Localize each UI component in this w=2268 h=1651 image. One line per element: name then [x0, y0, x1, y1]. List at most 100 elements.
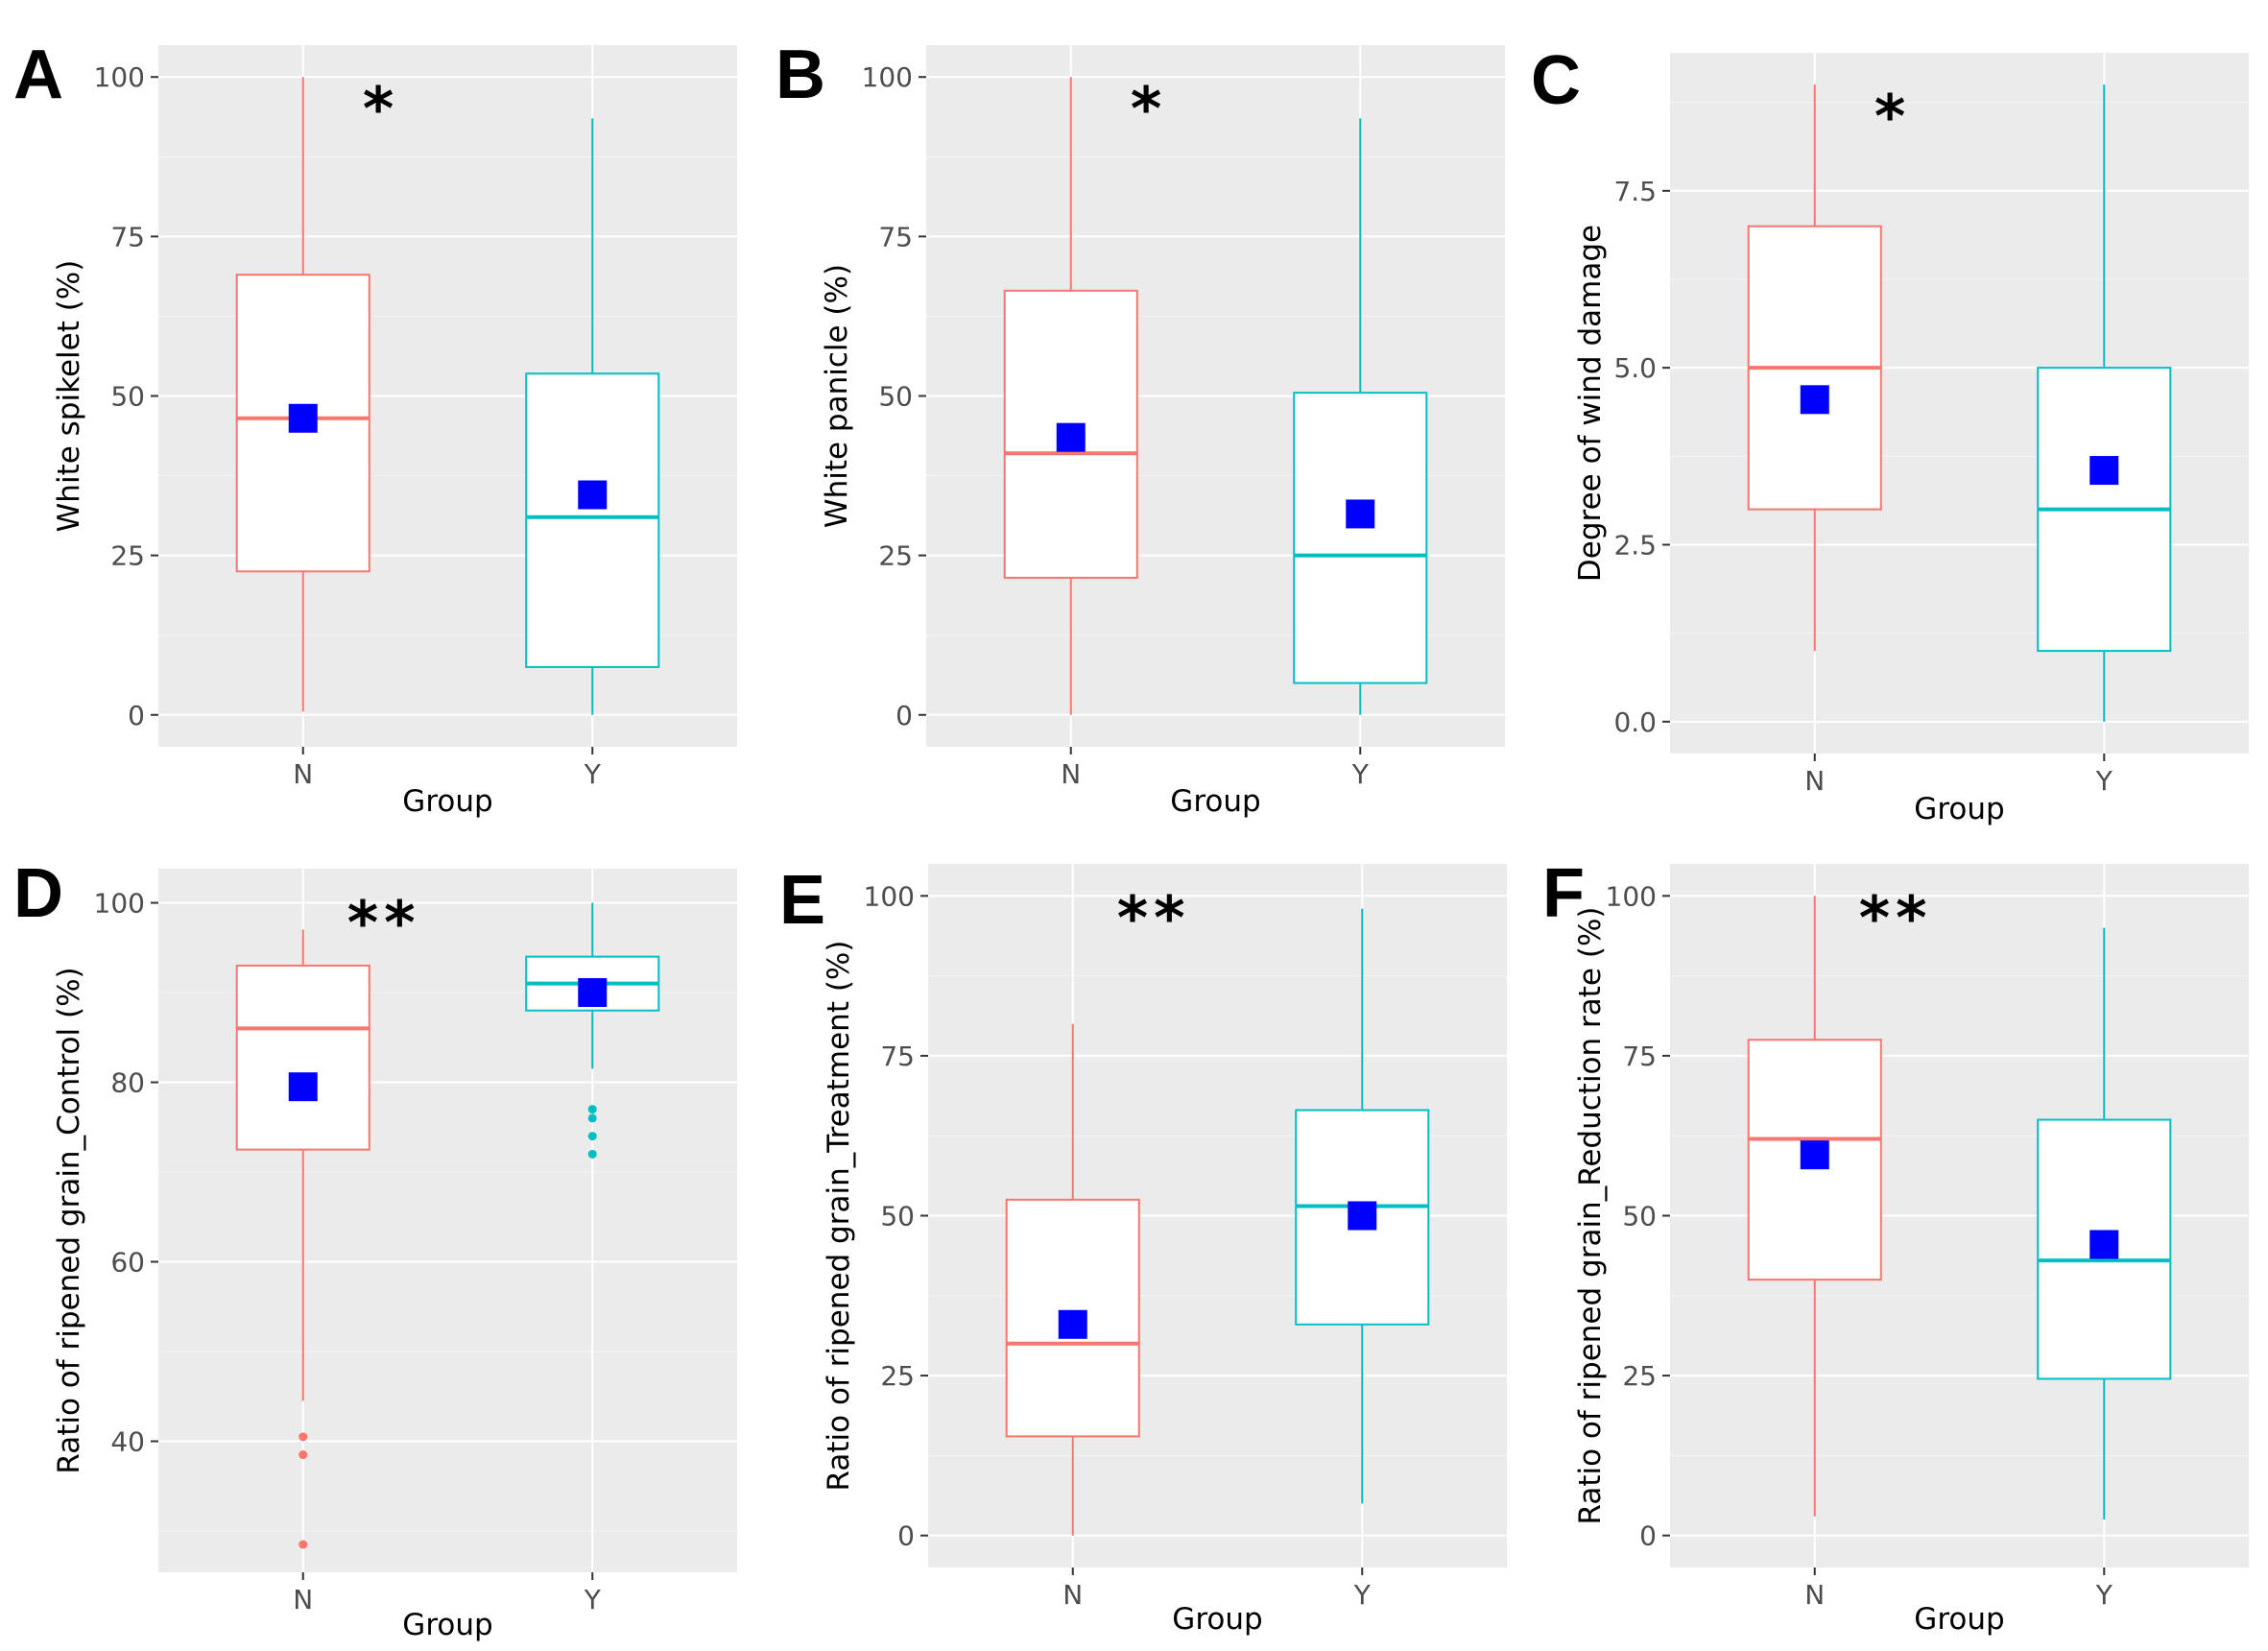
mean-marker: [1058, 1309, 1087, 1339]
mean-marker: [1346, 499, 1375, 529]
significance-stars: *: [1131, 74, 1167, 144]
y-tick-label: 0: [895, 700, 913, 731]
x-axis-title: Group: [1914, 1602, 2004, 1637]
outlier-point: [587, 1132, 597, 1141]
y-tick-label: 100: [94, 888, 145, 920]
box-n: [235, 929, 370, 1549]
panel-letter: C: [1531, 42, 1581, 119]
panel-letter: B: [776, 36, 825, 113]
x-tick-label: Y: [2095, 765, 2113, 797]
x-axis-title: Group: [1170, 784, 1260, 819]
x-tick-label: N: [293, 758, 313, 790]
y-tick-label: 50: [1622, 1201, 1657, 1232]
y-tick-label: 60: [110, 1247, 145, 1279]
mean-marker: [578, 978, 608, 1008]
x-tick-label: Y: [1353, 1579, 1372, 1611]
mean-marker: [1348, 1201, 1377, 1231]
panel-a: 0 25 50 75 100 N Y Group White spikelet (%) A *: [13, 36, 737, 819]
mean-marker: [578, 480, 608, 510]
iqr-box: [1293, 392, 1428, 684]
x-tick-label: Y: [584, 758, 602, 790]
box-n: [1005, 1023, 1140, 1536]
box-n: [1003, 77, 1138, 715]
iqr-box: [235, 964, 370, 1151]
mean-marker: [288, 1072, 318, 1102]
box-y: [2037, 84, 2172, 722]
y-axis-title: Ratio of ripened grain_Reduction rate (%…: [1573, 906, 1608, 1524]
y-tick-label: 0: [1639, 1520, 1657, 1552]
x-axis-title: Group: [402, 784, 492, 819]
box-n: [1747, 896, 1882, 1517]
x-axis-title: Group: [1172, 1602, 1262, 1637]
y-tick-label: 40: [110, 1425, 145, 1457]
y-tick-label: 25: [110, 540, 145, 572]
box-y: [1293, 118, 1428, 715]
y-tick-label: 75: [878, 221, 913, 252]
mean-marker: [1056, 422, 1086, 452]
y-tick-label: 80: [110, 1067, 145, 1099]
outlier-point: [587, 1149, 597, 1159]
box-y: [525, 902, 660, 1159]
y-tick-label: 0.0: [1613, 706, 1657, 738]
y-tick-label: 75: [880, 1041, 915, 1072]
mean-marker: [1800, 385, 1829, 415]
y-tick-label: 50: [110, 381, 145, 413]
y-axis-title: White panicle (%): [820, 264, 854, 528]
box-n: [235, 77, 370, 712]
outlier-point: [587, 1113, 597, 1123]
x-tick-label: Y: [1351, 758, 1370, 790]
y-tick-label: 25: [878, 540, 913, 572]
y-tick-label: 100: [1606, 880, 1657, 912]
y-tick-label: 100: [862, 61, 913, 93]
y-tick-label: 0: [128, 700, 145, 731]
panel-letter: D: [13, 855, 63, 932]
x-axis-title: Group: [402, 1608, 492, 1642]
mean-marker: [288, 403, 318, 433]
significance-stars: **: [1117, 883, 1191, 953]
outlier-point: [298, 1540, 308, 1549]
panel-b: 0 25 50 75 100 N Y Group White panicle (%) B *: [776, 36, 1505, 819]
y-tick-label: 25: [1622, 1360, 1657, 1392]
significance-stars: **: [1859, 883, 1933, 953]
y-tick-label: 5.0: [1613, 352, 1657, 384]
x-axis-title: Group: [1914, 792, 2004, 826]
x-tick-label: N: [1804, 1579, 1825, 1611]
panel-c: 0.0 2.5 5.0 7.5 N Y Group Degree of wind damage…: [1531, 42, 2249, 826]
panel-f: 0 25 50 75 100 N Y Group Ratio of ripened grain_…: [1542, 855, 2249, 1637]
box-y: [525, 118, 660, 715]
x-tick-label: Y: [584, 1584, 602, 1615]
mean-marker: [2089, 456, 2119, 486]
box-y: [1295, 908, 1430, 1504]
box-n: [1747, 84, 1882, 652]
y-tick-label: 50: [878, 381, 913, 413]
panel-d: 40 60 80 100 N Y Group Ratio of ripened grain_C…: [13, 855, 737, 1642]
significance-stars: *: [1874, 82, 1911, 152]
x-tick-label: N: [293, 1584, 313, 1615]
panel-letter: A: [13, 36, 63, 113]
outlier-point: [298, 1450, 308, 1460]
y-tick-label: 25: [880, 1360, 915, 1392]
significance-stars: **: [347, 888, 421, 958]
mean-marker: [2089, 1230, 2119, 1259]
y-tick-label: 7.5: [1613, 176, 1657, 207]
y-axis-title: Degree of wind damage: [1573, 225, 1608, 582]
box-y: [2037, 927, 2172, 1520]
significance-stars: *: [363, 74, 399, 144]
mean-marker: [1800, 1140, 1829, 1170]
panel-e: 0 25 50 75 100 N Y Group Ratio of ripened grain_…: [779, 862, 1507, 1637]
y-tick-label: 75: [1622, 1041, 1657, 1072]
x-tick-label: N: [1804, 765, 1825, 797]
y-tick-label: 75: [110, 221, 145, 252]
y-axis-title: Ratio of ripened grain_Control (%): [52, 967, 86, 1473]
iqr-box: [525, 372, 660, 668]
x-tick-label: Y: [2095, 1579, 2113, 1611]
y-axis-title: White spikelet (%): [52, 260, 86, 533]
x-tick-label: N: [1061, 758, 1081, 790]
panel-letter: F: [1542, 855, 1585, 932]
y-tick-label: 100: [94, 61, 145, 93]
y-axis-title: Ratio of ripened grain_Treatment (%): [822, 941, 856, 1492]
y-tick-label: 100: [864, 880, 915, 912]
panel-letter: E: [779, 862, 825, 939]
x-tick-label: N: [1062, 1579, 1083, 1611]
